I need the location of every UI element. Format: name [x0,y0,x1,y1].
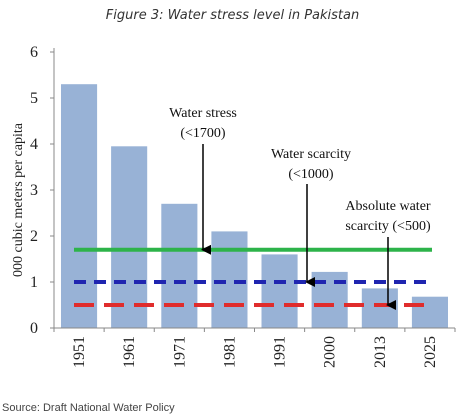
y-tick-label: 2 [30,228,38,245]
bar-2013 [361,288,398,328]
y-tick-label: 1 [30,274,38,291]
x-tick-label: 1951 [71,336,88,368]
threshold-annotation-3: scarcity (<500) [345,219,431,234]
bar-1961 [111,146,148,328]
x-tick-label: 2000 [322,336,339,368]
x-tick-label: 2025 [422,336,439,368]
y-tick-label: 5 [30,90,38,107]
bar-1981 [211,231,248,328]
bar-1971 [161,203,198,328]
x-tick-label: 1981 [221,336,238,368]
threshold-annotation-1: Water stress [169,106,237,121]
x-tick-label: 1971 [171,336,188,368]
threshold-annotation-1: (<1700) [180,126,226,141]
x-tick-label: 1961 [121,336,138,368]
threshold-annotation-2: Water scarcity [271,147,351,162]
bar-2025 [411,296,448,328]
source-note: Source: Draft National Water Policy [2,402,175,414]
x-tick-label: 2013 [372,336,389,368]
bar-1991 [261,254,298,328]
y-tick-label: 6 [30,44,38,61]
figure-title: Figure 3: Water stress level in Pakistan [105,8,360,23]
y-tick-label: 3 [30,182,38,199]
x-tick-label: 1991 [272,336,289,368]
bar-chart: 0 1 2 3 4 5 6 1951 1961 1971 1981 1991 2000 2013 2025 0… [11,44,456,368]
threshold-annotation-3: Absolute water [345,199,430,214]
y-tick-label: 0 [30,320,38,337]
y-axis-label: 000 cubic meters per capita [11,122,26,277]
threshold-annotation-2: (<1000) [288,167,334,182]
y-tick-label: 4 [30,136,38,153]
bar-1951 [61,84,98,328]
